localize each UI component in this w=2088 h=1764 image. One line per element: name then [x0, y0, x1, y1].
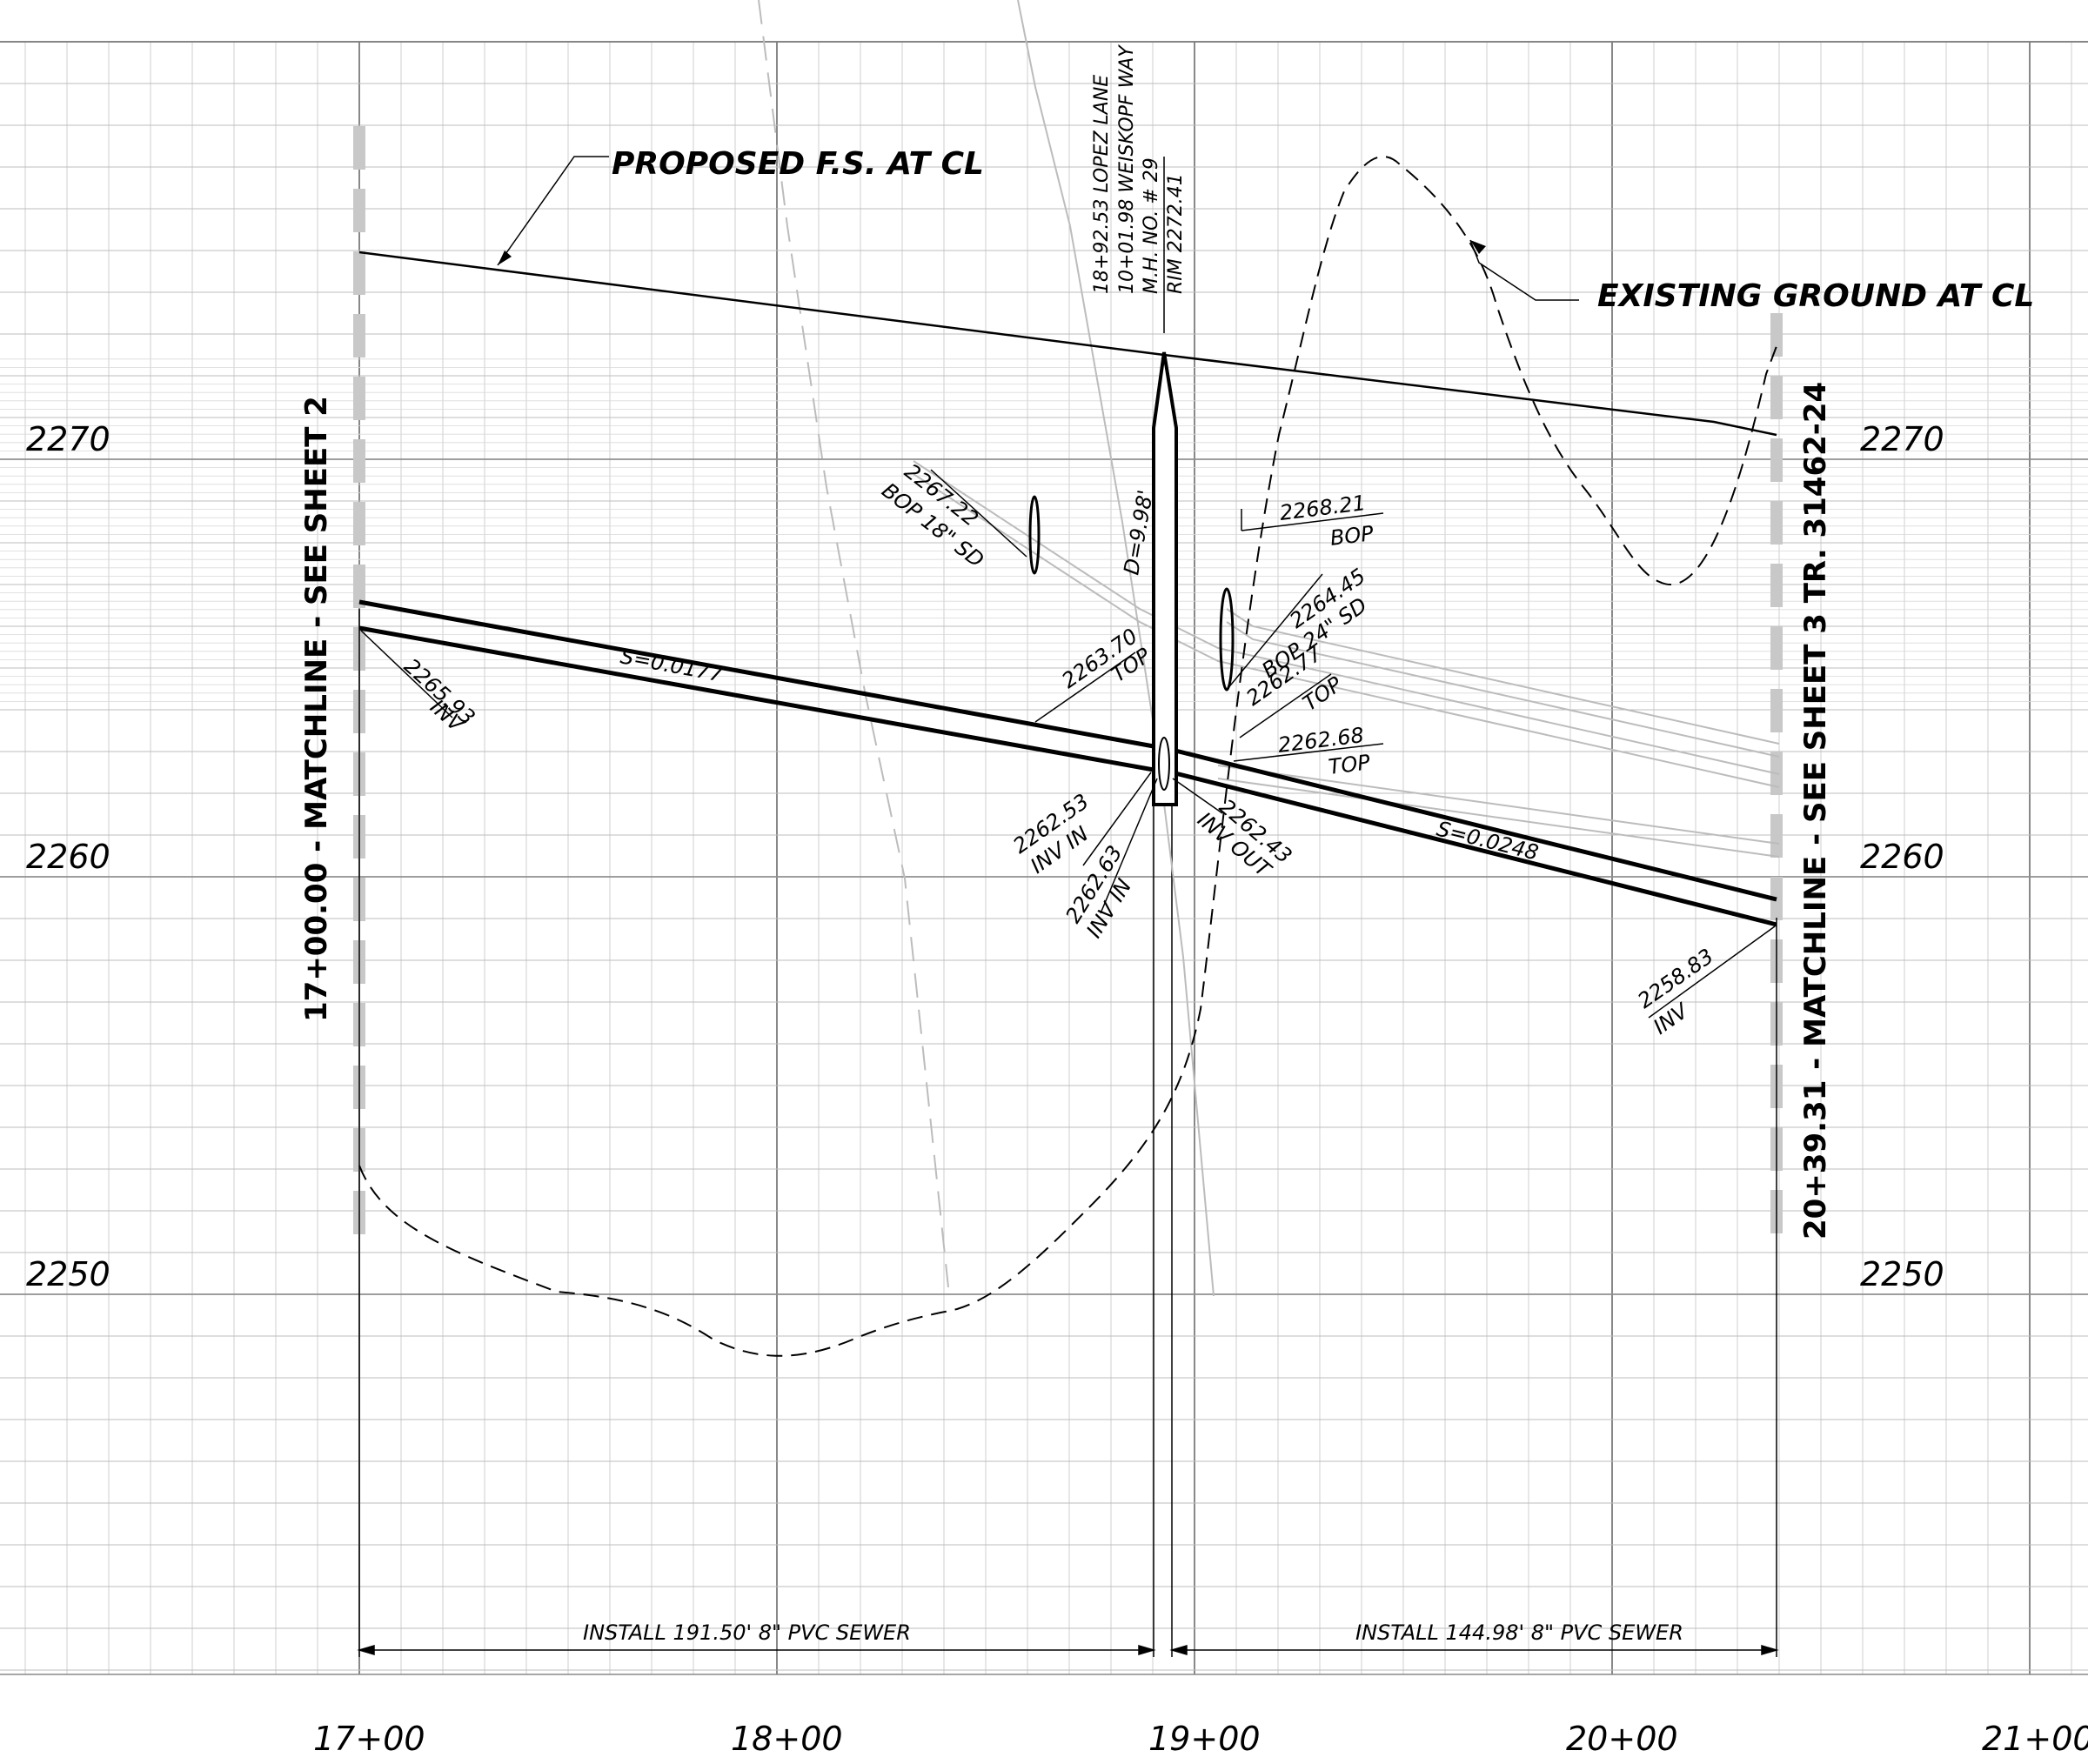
- sewer-pipe-right: [1171, 747, 1777, 927]
- install-dimension-lines: [357, 1644, 1779, 1656]
- slope-right: S=0.0248: [1435, 817, 1542, 865]
- elev-label-2260-left: 2260: [26, 838, 110, 876]
- annotation-inv-in-1: 2262.53 INV IN: [1008, 789, 1093, 879]
- top3-label: TOP: [1327, 750, 1372, 779]
- annotation-inv-in-2: 2262.63 INV IN: [1061, 841, 1136, 942]
- annotation-inv-left: 2265.93 INV: [399, 654, 479, 738]
- manhole-number: M.H. NO. # 29: [1141, 157, 1162, 294]
- elevation-labels-left: 2270 2260 2250: [26, 420, 110, 1293]
- annotation-inv-right: 2258.83 INV: [1633, 944, 1717, 1039]
- existing-ground-callout: EXISTING GROUND AT CL: [1597, 278, 2034, 314]
- proposed-surface-line: [358, 251, 1777, 437]
- station-label-18: 18+00: [731, 1720, 843, 1758]
- manhole-header: 18+92.53 LOPEZ LANE 10+01.98 WEISKOPF WA…: [1091, 44, 1187, 294]
- proposed-arrow: [498, 251, 512, 265]
- station-labels: 17+00 18+00 19+00 20+00 21+00: [313, 1720, 2088, 1758]
- existing-ground-line: [358, 156, 1780, 1357]
- annotation-top3: 2262.68 TOP: [1276, 723, 1372, 779]
- install-left-label: INSTALL 191.50' 8" PVC SEWER: [583, 1620, 911, 1645]
- top2-label: TOP: [1298, 672, 1347, 716]
- manhole-rim: RIM 2272.41: [1165, 173, 1187, 294]
- manhole-structure: [1152, 351, 1178, 806]
- existing-arrow: [1470, 240, 1486, 254]
- elev-label-2250-right: 2250: [1860, 1255, 1944, 1293]
- annotation-inv-out: 2262.43 INV OUT: [1193, 794, 1296, 883]
- station-label-17: 17+00: [313, 1720, 425, 1758]
- matchline-right-text: 20+39.31 - MATCHLINE - SEE SHEET 3 TR. 3…: [1798, 382, 1833, 1239]
- proposed-surface-callout: PROPOSED F.S. AT CL: [612, 146, 984, 182]
- leader-lines: [360, 156, 1776, 1019]
- elev-label-2250-left: 2250: [26, 1255, 110, 1293]
- sewer-pipe-left: [358, 599, 1154, 772]
- background-utility-lines: [758, 0, 1780, 1297]
- bop-label: BOP: [1328, 521, 1375, 551]
- manhole-station-weiskopf: 10+01.98 WEISKOPF WAY: [1116, 44, 1138, 294]
- manhole-inlet-oval: [1158, 737, 1170, 791]
- manhole-station-lopez: 18+92.53 LOPEZ LANE: [1091, 75, 1113, 294]
- slope-left: S=0.0177: [619, 644, 726, 686]
- station-label-20: 20+00: [1566, 1720, 1678, 1758]
- annotation-top1: 2263.70 TOP: [1057, 624, 1155, 693]
- matchline-left-text: 17+00.00 - MATCHLINE - SEE SHEET 2: [299, 396, 334, 1022]
- elevation-labels-right: 2270 2260 2250: [1860, 420, 1944, 1293]
- elev-label-2260-right: 2260: [1860, 838, 1944, 876]
- station-label-19: 19+00: [1148, 1720, 1261, 1758]
- sd24-crossing: [1219, 587, 1235, 692]
- bop-value: 2268.21: [1278, 491, 1367, 525]
- elev-label-2270-left: 2270: [26, 420, 110, 458]
- install-right-label: INSTALL 144.98' 8" PVC SEWER: [1355, 1620, 1683, 1645]
- station-label-21: 21+00: [1982, 1720, 2088, 1758]
- sd18-crossing: [1028, 495, 1041, 575]
- elev-label-2270-right: 2270: [1860, 420, 1944, 458]
